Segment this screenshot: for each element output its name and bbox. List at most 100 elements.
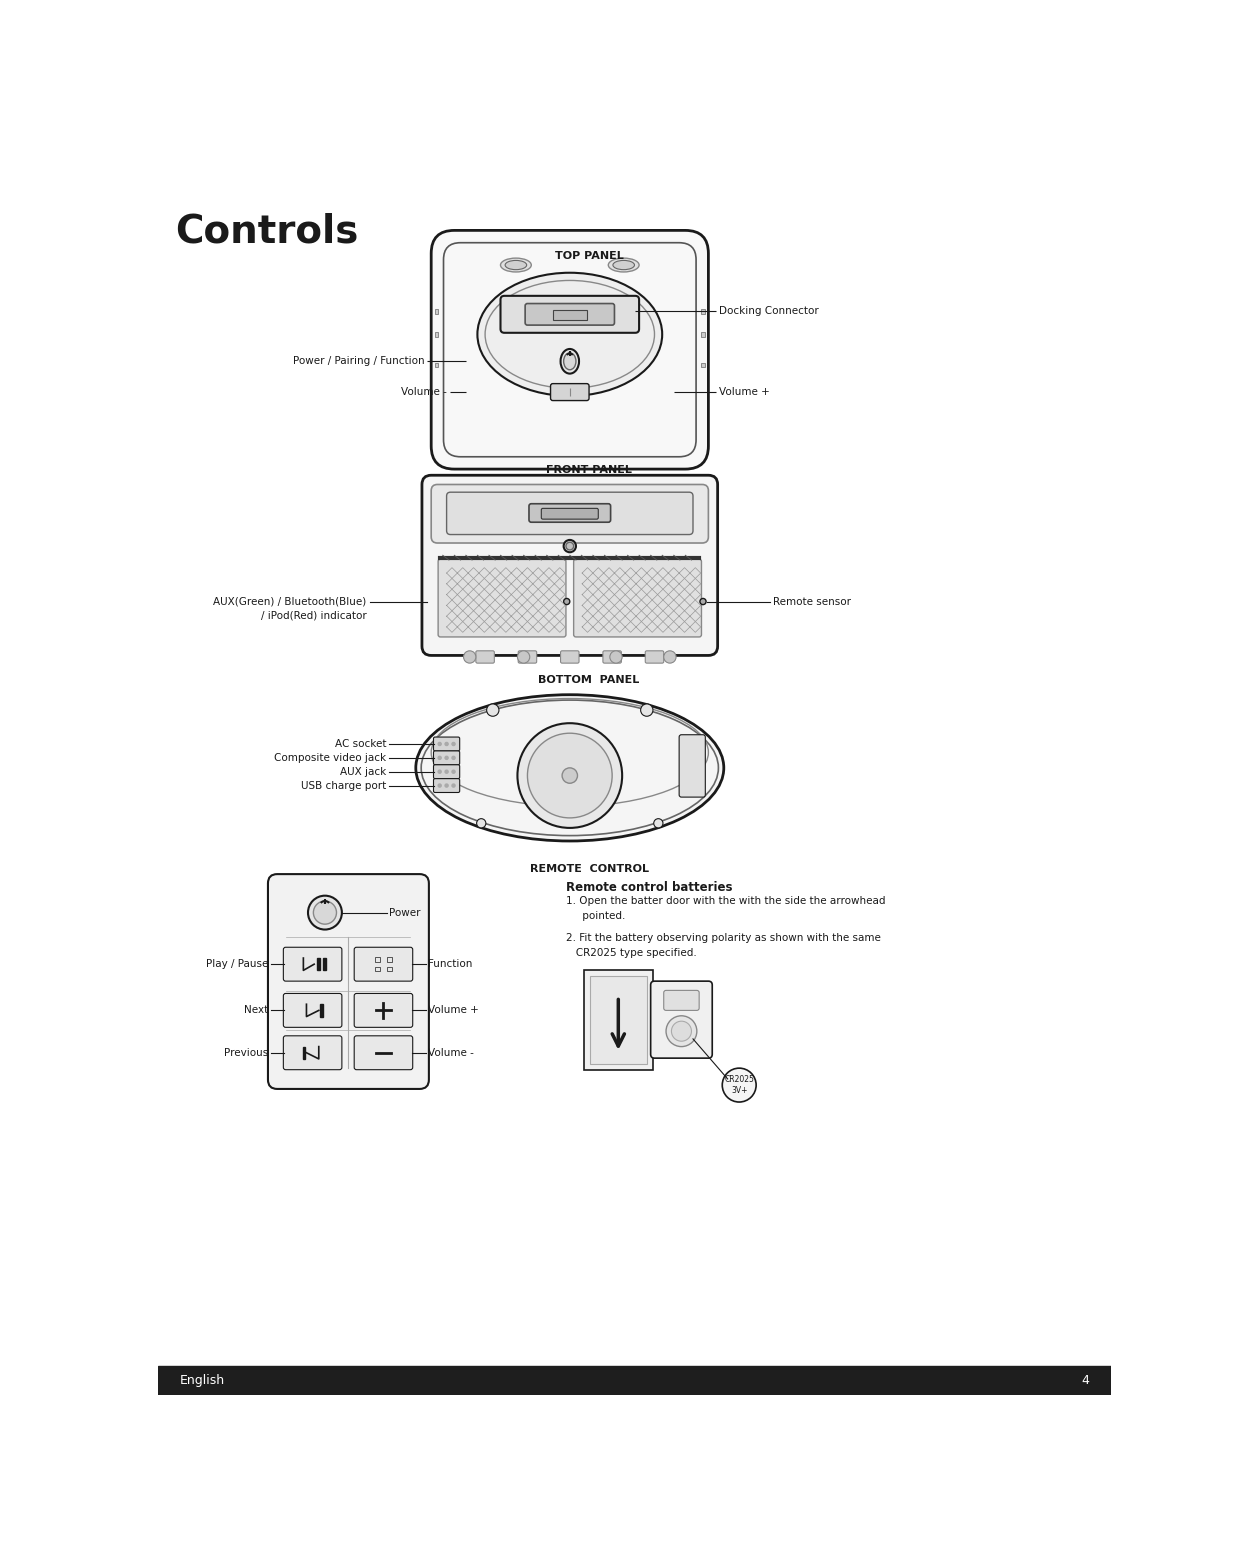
FancyBboxPatch shape <box>431 230 708 469</box>
Text: Power / Pairing / Function: Power / Pairing / Function <box>292 356 425 367</box>
Text: Next: Next <box>244 1006 269 1015</box>
Bar <box>158 1366 1112 1395</box>
Text: AUX(Green) / Bluetooth(Blue)
/ iPod(Red) indicator: AUX(Green) / Bluetooth(Blue) / iPod(Red)… <box>213 597 366 621</box>
Circle shape <box>664 650 676 663</box>
FancyBboxPatch shape <box>551 384 589 401</box>
FancyBboxPatch shape <box>447 492 693 534</box>
Circle shape <box>487 704 499 716</box>
Text: Composite video jack: Composite video jack <box>275 752 386 763</box>
FancyBboxPatch shape <box>433 736 459 751</box>
Circle shape <box>566 542 573 550</box>
FancyBboxPatch shape <box>541 508 598 519</box>
Circle shape <box>308 896 342 929</box>
Circle shape <box>666 1015 697 1047</box>
FancyBboxPatch shape <box>433 779 459 793</box>
Circle shape <box>444 757 448 760</box>
Circle shape <box>527 733 612 818</box>
Ellipse shape <box>613 260 635 270</box>
Text: AC socket: AC socket <box>335 740 386 749</box>
Bar <box>583 970 652 1070</box>
Bar <box>323 957 326 970</box>
Circle shape <box>563 541 576 552</box>
Text: CR2025
3V+: CR2025 3V+ <box>724 1075 754 1095</box>
Ellipse shape <box>561 349 579 373</box>
Text: Previous: Previous <box>224 1048 269 1058</box>
FancyBboxPatch shape <box>525 304 614 324</box>
FancyBboxPatch shape <box>284 948 342 981</box>
Bar <box>435 332 438 337</box>
FancyBboxPatch shape <box>529 503 610 522</box>
Bar <box>387 957 392 962</box>
FancyBboxPatch shape <box>664 990 699 1011</box>
Bar <box>302 1047 305 1059</box>
Text: FRONT PANEL: FRONT PANEL <box>546 465 631 475</box>
Ellipse shape <box>500 259 531 273</box>
Bar <box>321 1004 323 1017</box>
Ellipse shape <box>416 694 724 841</box>
Circle shape <box>444 743 448 746</box>
Circle shape <box>699 599 706 605</box>
Bar <box>702 364 704 367</box>
Bar <box>702 309 704 313</box>
Bar <box>589 976 646 1064</box>
Text: Remote control batteries: Remote control batteries <box>566 881 733 895</box>
Circle shape <box>517 650 530 663</box>
FancyBboxPatch shape <box>433 751 459 765</box>
Text: 4: 4 <box>1082 1374 1089 1387</box>
FancyBboxPatch shape <box>475 650 494 663</box>
Circle shape <box>444 784 448 787</box>
Bar <box>435 309 438 313</box>
FancyBboxPatch shape <box>284 993 342 1028</box>
FancyBboxPatch shape <box>284 1036 342 1070</box>
Text: 1. Open the batter door with the with the side the arrowhead
     pointed.: 1. Open the batter door with the with th… <box>566 896 885 921</box>
Circle shape <box>671 1022 692 1040</box>
Circle shape <box>452 757 456 760</box>
Text: Function: Function <box>428 959 473 970</box>
Text: BOTTOM  PANEL: BOTTOM PANEL <box>539 675 640 685</box>
FancyBboxPatch shape <box>433 765 459 779</box>
FancyBboxPatch shape <box>431 484 708 544</box>
Text: 2. Fit the battery observing polarity as shown with the same
   CR2025 type spec: 2. Fit the battery observing polarity as… <box>566 934 880 957</box>
Circle shape <box>610 650 623 663</box>
FancyBboxPatch shape <box>500 296 639 332</box>
Circle shape <box>444 769 448 773</box>
Circle shape <box>313 901 337 925</box>
FancyBboxPatch shape <box>438 559 566 636</box>
Circle shape <box>452 784 456 787</box>
FancyBboxPatch shape <box>603 650 621 663</box>
Circle shape <box>654 818 664 827</box>
Circle shape <box>452 769 456 773</box>
Bar <box>375 967 380 972</box>
Circle shape <box>438 784 441 787</box>
FancyBboxPatch shape <box>573 559 702 636</box>
Bar <box>375 957 380 962</box>
Circle shape <box>562 768 577 784</box>
FancyBboxPatch shape <box>561 650 579 663</box>
FancyBboxPatch shape <box>354 993 412 1028</box>
Text: REMOTE  CONTROL: REMOTE CONTROL <box>530 863 649 874</box>
Text: Volume +: Volume + <box>428 1006 479 1015</box>
Circle shape <box>463 650 475 663</box>
Bar <box>702 332 704 337</box>
Bar <box>387 967 392 972</box>
Circle shape <box>640 704 652 716</box>
FancyBboxPatch shape <box>680 735 706 798</box>
FancyBboxPatch shape <box>354 1036 412 1070</box>
FancyBboxPatch shape <box>267 874 428 1089</box>
Text: Volume +: Volume + <box>719 387 770 396</box>
Text: USB charge port: USB charge port <box>301 780 386 791</box>
Text: Play / Pause: Play / Pause <box>207 959 269 970</box>
Text: TOP PANEL: TOP PANEL <box>555 251 624 262</box>
FancyBboxPatch shape <box>422 475 718 655</box>
Circle shape <box>563 599 569 605</box>
Text: Docking Connector: Docking Connector <box>719 306 818 317</box>
Text: Volume -: Volume - <box>428 1048 474 1058</box>
Text: Remote sensor: Remote sensor <box>773 597 851 606</box>
FancyBboxPatch shape <box>354 948 412 981</box>
FancyBboxPatch shape <box>651 981 712 1058</box>
FancyBboxPatch shape <box>519 650 537 663</box>
Circle shape <box>722 1069 756 1102</box>
Circle shape <box>452 743 456 746</box>
Circle shape <box>438 769 441 773</box>
Ellipse shape <box>563 353 576 370</box>
